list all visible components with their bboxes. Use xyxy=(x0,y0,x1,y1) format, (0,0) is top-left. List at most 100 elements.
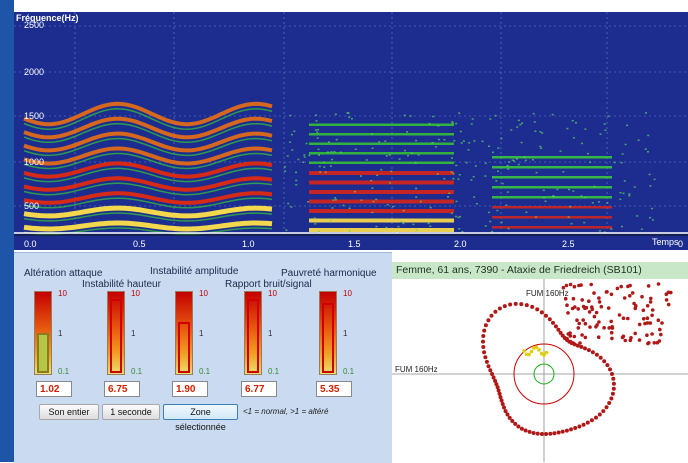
noise-speck-155 xyxy=(489,118,492,120)
noise-speck-23 xyxy=(462,140,465,142)
noise-speck-203 xyxy=(284,166,286,168)
polar-point-32 xyxy=(507,415,512,420)
polar-cluster-73 xyxy=(648,300,653,304)
polar-cluster-94 xyxy=(597,296,601,300)
polar-cluster-106 xyxy=(583,321,588,326)
polar-point-69 xyxy=(547,317,552,322)
gauge-level-2 xyxy=(178,322,190,373)
gauge-tick-3-0: 10 xyxy=(268,289,277,298)
zone-selectionnee-button[interactable]: Zone sélectionnée xyxy=(163,404,238,432)
harmonic-band-c-6 xyxy=(492,166,612,169)
noise-speck-190 xyxy=(622,192,625,195)
harmonic-band-a-7 xyxy=(23,116,273,140)
polar-cluster-34 xyxy=(640,294,644,299)
noise-speck-127 xyxy=(429,225,432,227)
noise-speck-254 xyxy=(598,230,601,232)
noise-speck-21 xyxy=(314,223,317,225)
noise-speck-73 xyxy=(385,155,388,157)
x-tick-2-5: 2.5 xyxy=(562,239,575,249)
polar-point-84 xyxy=(590,350,595,355)
patient-header: Femme, 61 ans, 7390 - Ataxie de Friedrei… xyxy=(392,262,688,279)
polar-point-21 xyxy=(548,431,553,436)
polar-cluster-67 xyxy=(622,296,627,300)
noise-speck-236 xyxy=(380,168,383,171)
polar-cluster-84 xyxy=(577,321,581,326)
y-tick-1500: 1500 xyxy=(24,111,45,121)
harmonic-band-b-0 xyxy=(309,228,454,232)
noise-speck-60 xyxy=(471,118,474,120)
polar-cluster-24 xyxy=(650,332,654,336)
polar-cluster-92 xyxy=(587,310,592,314)
polar-plot[interactable] xyxy=(392,279,688,462)
noise-speck-95 xyxy=(619,198,622,201)
polar-cluster-91 xyxy=(628,338,633,343)
polar-cluster-96 xyxy=(565,336,569,341)
polar-point-59 xyxy=(497,306,502,311)
noise-speck-219 xyxy=(318,165,321,168)
polar-point-54 xyxy=(482,328,487,333)
noise-speck-50 xyxy=(331,207,334,209)
polar-cluster-99 xyxy=(568,282,573,287)
gauge-tick-1-2: 0.1 xyxy=(131,367,143,376)
une-seconde-button[interactable]: 1 seconde xyxy=(102,404,160,420)
gauge-tick-2-1: 1 xyxy=(199,329,204,338)
noise-speck-110 xyxy=(623,180,626,182)
noise-speck-191 xyxy=(419,200,422,203)
noise-speck-199 xyxy=(360,199,363,201)
noise-speck-130 xyxy=(334,198,337,201)
noise-speck-136 xyxy=(389,182,391,184)
gauge-tick-0-1: 1 xyxy=(58,329,63,338)
gauge-tick-2-2: 0.1 xyxy=(199,367,211,376)
spectrogram[interactable]: Fréquence(Hz) 2500 2000 1500 1000 500 0.… xyxy=(14,12,688,250)
polar-yellow-3 xyxy=(529,349,534,354)
x-tick-0-5: 0.5 xyxy=(133,239,146,249)
harmonic-band-c-2 xyxy=(492,206,612,209)
noise-speck-113 xyxy=(436,173,439,175)
noise-speck-9 xyxy=(497,170,499,172)
noise-speck-132 xyxy=(388,154,391,156)
polar-point-82 xyxy=(583,346,587,351)
polar-cluster-6 xyxy=(607,326,611,330)
polar-point-5 xyxy=(609,396,614,401)
noise-speck-172 xyxy=(291,149,294,151)
gauge-tick-2-0: 10 xyxy=(199,289,208,298)
noise-speck-112 xyxy=(468,142,471,144)
noise-speck-52 xyxy=(293,130,296,132)
noise-speck-255 xyxy=(572,137,575,139)
polar-point-73 xyxy=(558,330,563,335)
son-entier-button[interactable]: Son entier xyxy=(39,404,99,420)
polar-cluster-90 xyxy=(628,283,632,288)
noise-speck-253 xyxy=(404,149,406,152)
polar-point-80 xyxy=(575,343,580,348)
noise-speck-122 xyxy=(488,145,490,147)
noise-speck-129 xyxy=(316,137,319,139)
harmonic-halo-a-6 xyxy=(23,137,273,157)
noise-speck-27 xyxy=(455,122,458,125)
polar-cluster-12 xyxy=(564,283,569,288)
noise-speck-86 xyxy=(473,196,476,198)
noise-speck-184 xyxy=(315,129,317,131)
noise-speck-144 xyxy=(515,158,518,160)
polar-cluster-46 xyxy=(610,325,614,329)
noise-speck-249 xyxy=(586,152,589,155)
noise-speck-208 xyxy=(447,196,449,198)
polar-point-30 xyxy=(513,421,518,426)
noise-speck-193 xyxy=(580,142,583,145)
polar-point-2 xyxy=(611,381,616,386)
polar-cluster-47 xyxy=(587,299,591,303)
noise-speck-215 xyxy=(429,206,432,209)
noise-speck-165 xyxy=(317,148,320,151)
noise-speck-177 xyxy=(543,196,545,199)
polar-cluster-43 xyxy=(637,338,642,342)
polar-point-45 xyxy=(490,372,494,376)
noise-speck-231 xyxy=(290,133,293,136)
noise-speck-259 xyxy=(591,202,594,204)
noise-speck-46 xyxy=(506,164,509,167)
noise-speck-33 xyxy=(455,164,458,167)
polar-cluster-11 xyxy=(619,284,623,289)
noise-speck-251 xyxy=(402,222,405,225)
polar-cluster-98 xyxy=(580,298,584,302)
polar-point-68 xyxy=(544,313,548,318)
gauge-tick-1-1: 1 xyxy=(131,329,136,338)
polar-cluster-77 xyxy=(576,307,580,311)
